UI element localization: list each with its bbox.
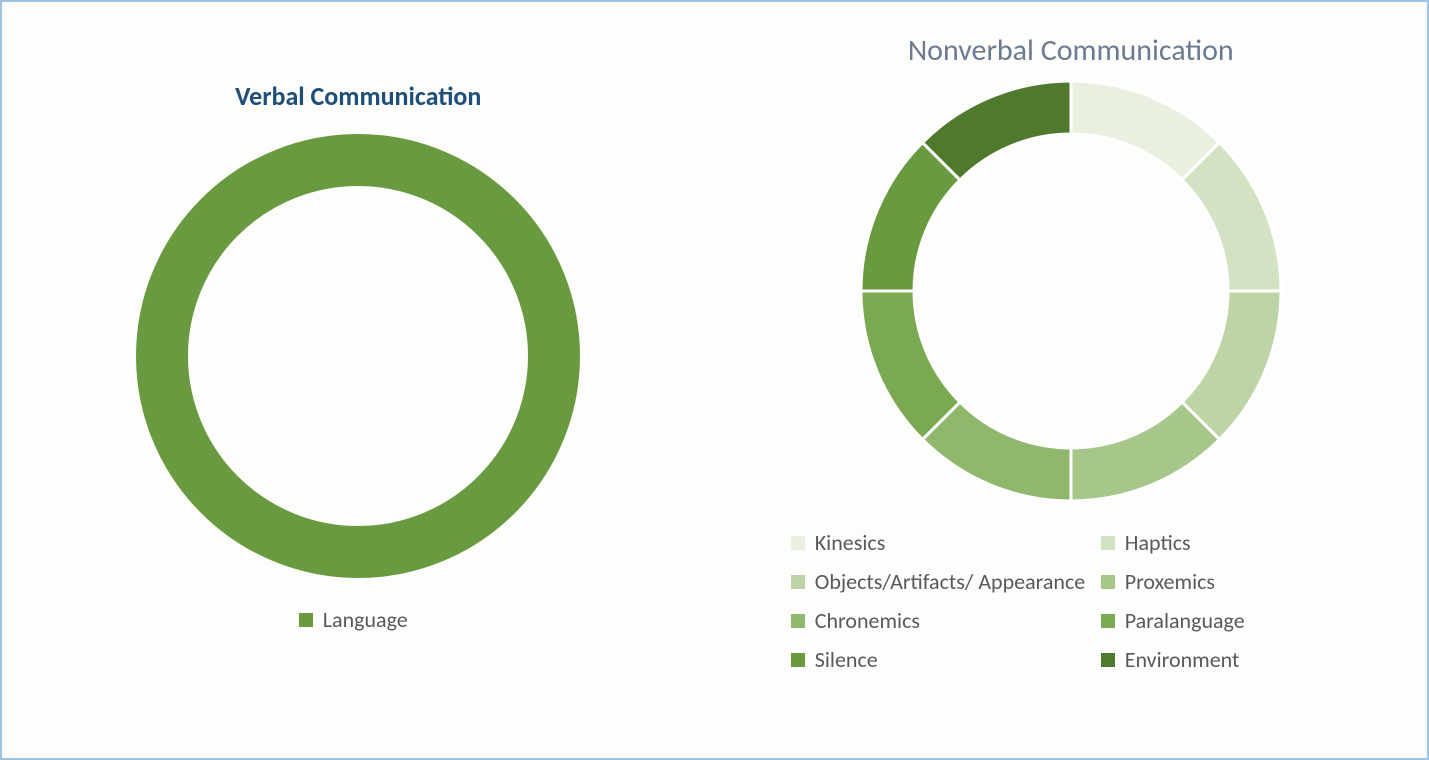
- nonverbal-donut-chart: [859, 79, 1283, 503]
- donut-slice: [861, 291, 960, 439]
- verbal-donut-wrap: [134, 132, 582, 580]
- legend-item: Environment: [1101, 640, 1411, 679]
- legend-swatch: [1101, 653, 1115, 667]
- legend-swatch: [791, 653, 805, 667]
- nonverbal-panel: Nonverbal Communication Kinesics Haptics O…: [715, 2, 1428, 758]
- legend-item: Paralanguage: [1101, 601, 1411, 640]
- legend-label: Proxemics: [1125, 568, 1215, 595]
- verbal-panel: Verbal Communication Language: [2, 2, 715, 758]
- legend-label: Silence: [815, 646, 878, 673]
- nonverbal-legend: Kinesics Haptics Objects/Artifacts/ Appear…: [791, 523, 1411, 679]
- legend-item: Objects/Artifacts/ Appearance: [791, 562, 1101, 601]
- legend-label: Kinesics: [815, 529, 886, 556]
- legend-swatch: [1101, 575, 1115, 589]
- legend-swatch: [299, 613, 313, 627]
- legend-label: Paralanguage: [1125, 607, 1245, 634]
- legend-label: Environment: [1125, 646, 1240, 673]
- nonverbal-title: Nonverbal Communication: [908, 32, 1234, 69]
- legend-swatch: [791, 614, 805, 628]
- legend-label: Language: [323, 606, 408, 633]
- donut-slice: [1071, 402, 1219, 501]
- legend-label: Chronemics: [815, 607, 920, 634]
- donut-slice: [922, 81, 1070, 180]
- donut-slice: [162, 160, 554, 552]
- legend-swatch: [1101, 536, 1115, 550]
- legend-label: Haptics: [1125, 529, 1191, 556]
- verbal-title: Verbal Communication: [235, 80, 481, 112]
- legend-item: Language: [299, 600, 418, 639]
- legend-item: Chronemics: [791, 601, 1101, 640]
- verbal-legend: Language: [299, 600, 418, 639]
- legend-item: Haptics: [1101, 523, 1411, 562]
- legend-swatch: [791, 575, 805, 589]
- legend-item: Silence: [791, 640, 1101, 679]
- legend-item: Proxemics: [1101, 562, 1411, 601]
- nonverbal-donut-wrap: [859, 79, 1283, 503]
- legend-swatch: [791, 536, 805, 550]
- verbal-donut-chart: [134, 132, 582, 580]
- legend-swatch: [1101, 614, 1115, 628]
- chart-frame: Verbal Communication Language Nonverbal …: [0, 0, 1429, 760]
- donut-slice: [1182, 143, 1281, 291]
- legend-label: Objects/Artifacts/ Appearance: [815, 568, 1085, 595]
- legend-item: Kinesics: [791, 523, 1101, 562]
